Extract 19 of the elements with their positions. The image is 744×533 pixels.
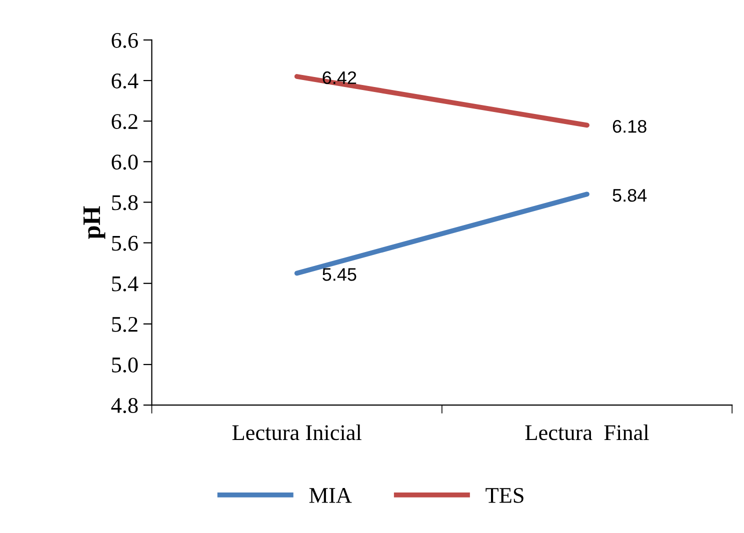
data-label: 5.45 <box>322 268 356 281</box>
x-tick-label: Lectura Inicial <box>232 424 362 440</box>
y-tick-label: 5.6 <box>112 236 138 251</box>
y-axis-title: pH <box>84 206 106 239</box>
x-tick-label: Lectura Final <box>525 424 649 440</box>
data-label: 5.84 <box>612 188 647 202</box>
data-label: 6.42 <box>322 71 356 84</box>
y-tick-label: 6.0 <box>112 154 138 170</box>
legend-label: TES <box>486 488 524 503</box>
y-tick-label: 6.4 <box>112 74 138 89</box>
y-tick-label: 5.4 <box>112 276 138 292</box>
y-tick-label: 6.6 <box>112 32 138 48</box>
y-tick-label: 5.2 <box>112 316 138 332</box>
y-tick-label: 5.0 <box>112 357 138 373</box>
y-tick-label: 5.8 <box>112 195 138 210</box>
legend-label: MIA <box>309 488 352 503</box>
y-tick-label: 4.8 <box>111 398 138 414</box>
data-label: 6.18 <box>612 120 646 133</box>
y-tick-label: 6.2 <box>112 114 138 130</box>
